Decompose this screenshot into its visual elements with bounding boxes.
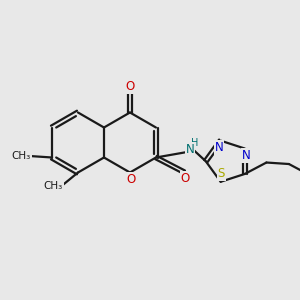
- Text: N: N: [215, 141, 224, 154]
- Text: N: N: [242, 149, 251, 162]
- Text: CH₃: CH₃: [11, 151, 31, 161]
- Text: CH₃: CH₃: [44, 181, 63, 191]
- Text: O: O: [181, 172, 190, 185]
- Text: H: H: [191, 138, 198, 148]
- Text: O: O: [127, 172, 136, 186]
- Text: O: O: [125, 80, 135, 93]
- Text: S: S: [218, 167, 225, 181]
- Text: N: N: [185, 143, 194, 156]
